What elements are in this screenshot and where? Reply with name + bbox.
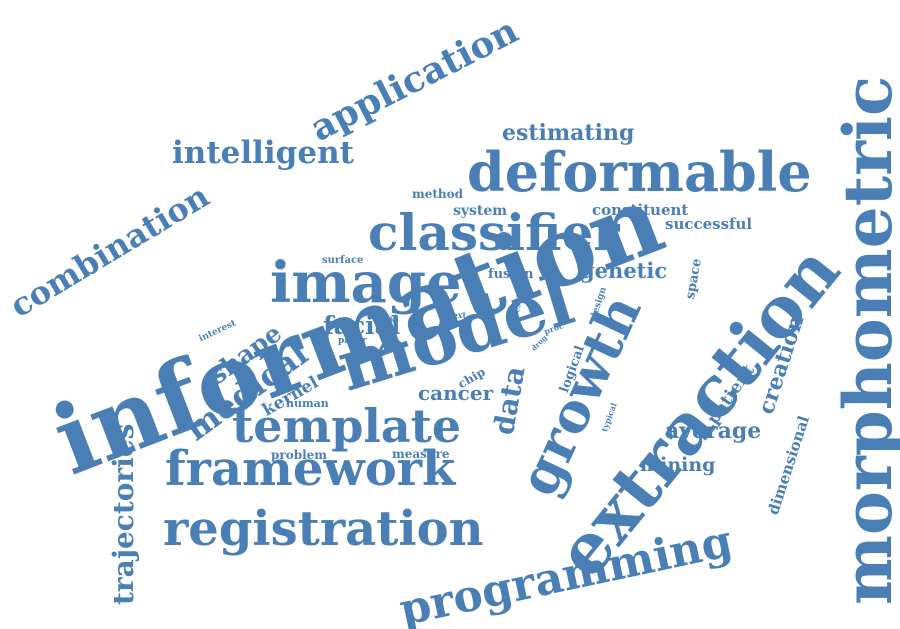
word-system: system	[453, 203, 508, 219]
word-face: face	[446, 320, 463, 329]
word-application: application	[303, 9, 525, 150]
word-problem: problem	[271, 448, 327, 462]
word-text: text	[449, 310, 467, 320]
word-facial: facial	[323, 311, 401, 340]
word-data: data	[487, 363, 532, 438]
word-task: task	[378, 315, 395, 324]
word-framework: framework	[165, 441, 456, 497]
word-classifier: classifier	[368, 203, 620, 262]
word-cancer: cancer	[418, 381, 494, 405]
word-deformable: deformable	[467, 140, 812, 204]
word-estimating: estimating	[502, 120, 635, 146]
word-average: average	[665, 418, 762, 444]
word-registration: registration	[163, 501, 484, 557]
word-fusion: fusion	[488, 267, 534, 282]
word-measure: measure	[392, 447, 450, 461]
word-constituent: constituent	[592, 201, 689, 219]
word-intelligent: intelligent	[172, 135, 354, 171]
word-trajectories: trajectories	[107, 423, 140, 605]
word-method: method	[412, 187, 463, 201]
word-space: space	[683, 257, 705, 301]
word-human: human	[286, 397, 329, 410]
word-image: image	[270, 250, 462, 316]
word-template: template	[232, 399, 462, 453]
word-successful: successful	[665, 215, 753, 233]
word-surface: surface	[322, 255, 364, 266]
word-combination: combination	[3, 176, 216, 326]
word-paper: paper	[338, 336, 367, 346]
word-dimensional: dimensional	[764, 413, 814, 517]
word-mining: mining	[640, 454, 716, 476]
word-genetic: genetic	[580, 258, 668, 283]
word-morphometric: morphometric	[829, 75, 900, 605]
